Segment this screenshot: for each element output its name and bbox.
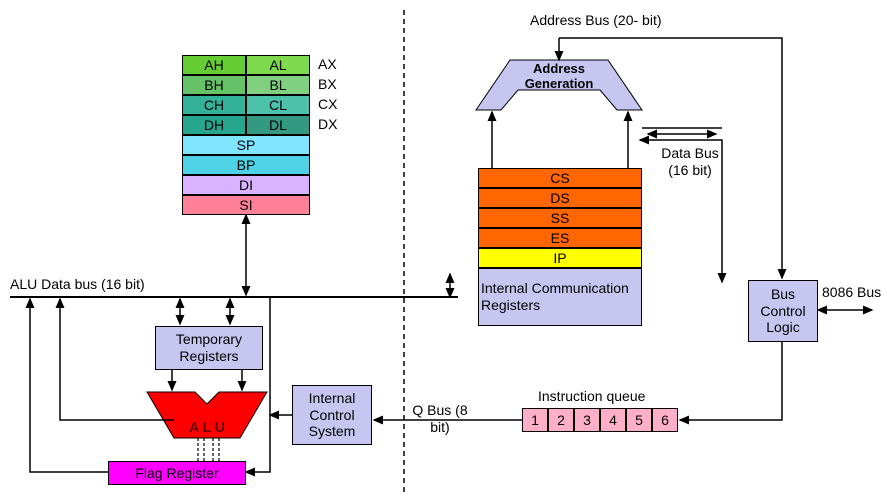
internal-control-system: Internal Control System <box>292 385 372 445</box>
address-generation-shape: Address Generation <box>476 60 642 110</box>
queue-cell-2: 2 <box>548 408 574 432</box>
instruction-queue: 1 2 3 4 5 6 <box>522 408 678 432</box>
label-dx: DX <box>318 116 337 132</box>
reg-ah: AH <box>182 55 246 75</box>
reg-bh: BH <box>182 75 246 95</box>
svg-text:Generation: Generation <box>525 76 594 91</box>
label-bx: BX <box>318 76 337 92</box>
ext-bus-label: 8086 Bus <box>822 284 881 300</box>
internal-comm-registers: Internal Communication Registers <box>478 268 642 326</box>
flag-register: Flag Register <box>108 461 246 485</box>
reg-dh: DH <box>182 115 246 135</box>
reg-di: DI <box>182 175 310 195</box>
instruction-queue-label: Instruction queue <box>538 388 645 404</box>
reg-si: SI <box>182 195 310 215</box>
reg-ip: IP <box>478 248 642 268</box>
reg-ss: SS <box>478 208 642 228</box>
reg-cs: CS <box>478 168 642 188</box>
address-bus-label: Address Bus (20- bit) <box>530 12 662 28</box>
reg-es: ES <box>478 228 642 248</box>
label-cx: CX <box>318 96 337 112</box>
queue-cell-5: 5 <box>626 408 652 432</box>
queue-cell-6: 6 <box>652 408 678 432</box>
q-bus-label: Q Bus (8 bit) <box>410 402 470 436</box>
queue-cell-4: 4 <box>600 408 626 432</box>
queue-cell-3: 3 <box>574 408 600 432</box>
alu-label: A L U <box>189 419 225 435</box>
reg-al: AL <box>246 55 310 75</box>
reg-bp: BP <box>182 155 310 175</box>
reg-ch: CH <box>182 95 246 115</box>
reg-bl: BL <box>246 75 310 95</box>
label-ax: AX <box>318 56 337 72</box>
reg-ds: DS <box>478 188 642 208</box>
segment-register-block: CS DS SS ES IP Internal Communication Re… <box>478 168 642 326</box>
reg-dl: DL <box>246 115 310 135</box>
queue-cell-1: 1 <box>522 408 548 432</box>
reg-cl: CL <box>246 95 310 115</box>
temporary-registers: Temporary Registers <box>155 326 263 370</box>
alu-shape: A L U <box>147 392 267 438</box>
data-bus-label: Data Bus (16 bit) <box>650 145 730 179</box>
bus-control-logic: Bus Control Logic <box>748 280 818 342</box>
reg-sp: SP <box>182 135 310 155</box>
gp-register-block: AH AL BH BL CH CL DH DL SP BP DI SI <box>182 55 310 215</box>
svg-text:Address: Address <box>533 61 585 76</box>
alu-data-bus-label: ALU Data bus (16 bit) <box>10 276 145 292</box>
